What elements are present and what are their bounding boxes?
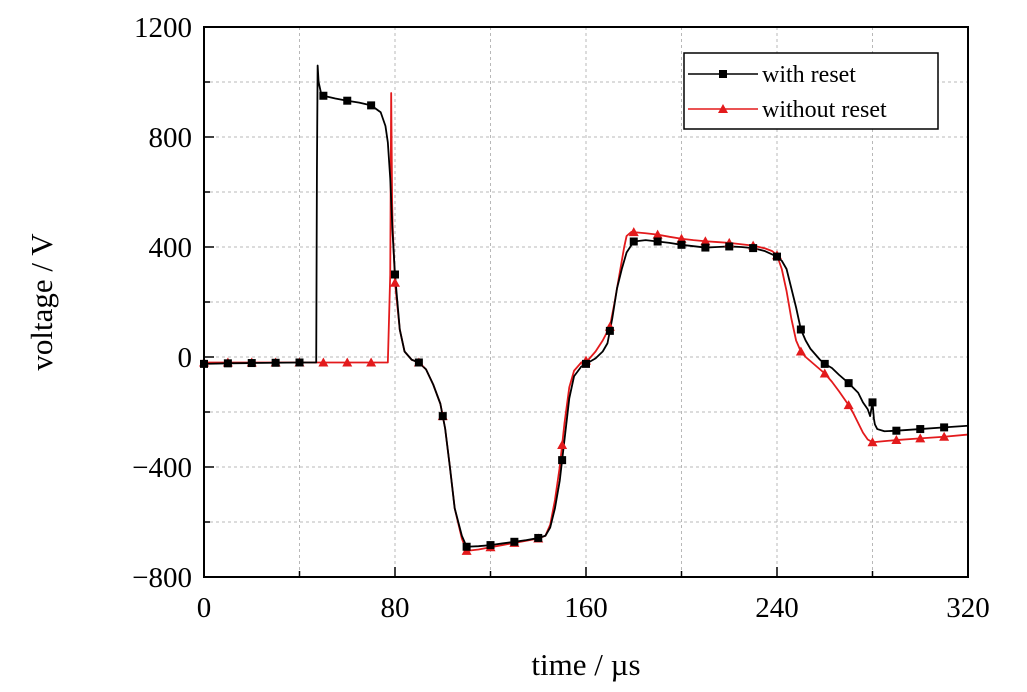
data-point-without-reset xyxy=(819,368,830,378)
x-tick-label: 80 xyxy=(381,592,410,624)
x-tick-label: 240 xyxy=(755,592,799,624)
data-point-without-reset xyxy=(891,435,902,445)
legend-box xyxy=(683,52,939,130)
y-tick-label: 0 xyxy=(178,342,193,374)
data-point-with-reset xyxy=(916,425,925,434)
y-tick-label: −400 xyxy=(132,452,192,484)
data-point-without-reset xyxy=(867,437,878,447)
data-point-with-reset xyxy=(629,237,638,246)
y-tick-label: 400 xyxy=(149,232,193,264)
data-point-without-reset xyxy=(652,229,663,239)
y-tick-label: 1200 xyxy=(134,12,192,44)
data-point-with-reset xyxy=(868,398,877,407)
data-point-with-reset xyxy=(582,359,590,368)
data-point-without-reset xyxy=(628,227,639,237)
data-point-with-reset xyxy=(773,252,781,261)
data-point-without-reset xyxy=(366,357,377,367)
x-tick-label: 320 xyxy=(946,592,990,624)
data-point-with-reset xyxy=(796,325,805,334)
data-point-with-reset xyxy=(462,542,471,551)
data-point-with-reset xyxy=(414,358,423,367)
data-point-without-reset xyxy=(318,357,329,367)
data-point-without-reset xyxy=(342,357,353,367)
data-point-with-reset xyxy=(725,242,734,251)
legend-entry-without-reset: without reset xyxy=(688,97,887,123)
marker-layer xyxy=(199,91,950,555)
data-point-with-reset xyxy=(940,423,949,432)
data-point-without-reset xyxy=(557,440,568,449)
data-point-with-reset xyxy=(749,244,758,253)
data-point-with-reset xyxy=(295,358,304,367)
data-point-with-reset xyxy=(844,379,853,388)
legend-entry-with-reset: with reset xyxy=(688,62,856,88)
data-point-with-reset xyxy=(367,101,376,110)
data-point-with-reset xyxy=(391,270,399,279)
y-tick-label: 800 xyxy=(149,122,193,154)
data-point-without-reset xyxy=(390,277,400,287)
data-point-without-reset xyxy=(915,433,926,443)
data-point-with-reset xyxy=(605,326,614,335)
data-point-with-reset xyxy=(534,533,543,542)
data-point-with-reset xyxy=(271,358,280,367)
tick-labels: 0 80 160 240 320 −800 −400 0 400 800 1200 xyxy=(132,12,990,624)
data-point-with-reset xyxy=(892,426,901,435)
data-point-with-reset xyxy=(701,243,710,252)
data-point-with-reset xyxy=(319,91,328,100)
data-point-with-reset xyxy=(438,412,447,421)
data-point-with-reset xyxy=(343,96,352,105)
x-tick-label: 0 xyxy=(197,592,212,624)
data-point-with-reset xyxy=(223,359,232,368)
legend-label-with-reset: with reset xyxy=(762,62,856,88)
data-point-with-reset xyxy=(486,541,495,550)
legend-triangle-marker xyxy=(718,104,728,113)
legend: with reset without reset xyxy=(683,52,939,130)
data-point-with-reset xyxy=(820,359,829,368)
data-point-with-reset xyxy=(653,237,662,246)
axis-ticks xyxy=(203,26,969,578)
data-point-with-reset xyxy=(247,359,256,368)
data-point-without-reset xyxy=(795,346,806,356)
data-point-with-reset xyxy=(677,240,686,249)
data-point-without-reset xyxy=(843,400,854,410)
data-point-without-reset xyxy=(700,236,711,246)
data-point-without-reset xyxy=(939,431,950,441)
data-point-with-reset xyxy=(558,456,567,465)
grid-lines xyxy=(204,27,968,577)
legend-square-marker xyxy=(719,70,727,78)
y-axis-title: voltage / V xyxy=(24,233,59,371)
x-tick-label: 160 xyxy=(564,592,608,624)
y-tick-label: −800 xyxy=(132,562,192,594)
x-axis-title: time / µs xyxy=(531,647,640,682)
legend-label-without-reset: without reset xyxy=(762,97,887,123)
data-point-without-reset xyxy=(676,233,687,243)
data-point-with-reset xyxy=(510,537,519,546)
